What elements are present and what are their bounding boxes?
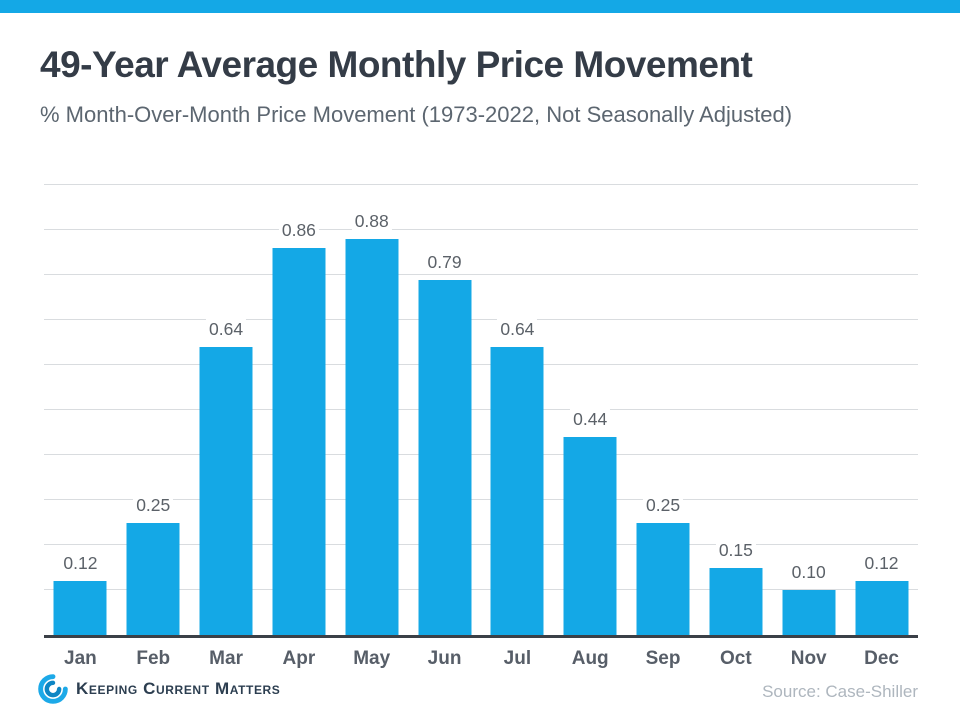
bar-slot: 0.12 — [845, 185, 918, 635]
bar-value-label: 0.88 — [351, 211, 392, 232]
bar-value-label: 0.15 — [715, 539, 756, 561]
x-tick-label: Nov — [790, 648, 827, 669]
gridline — [44, 409, 918, 410]
x-tick-label: Jan — [64, 648, 97, 669]
bar-slot: 0.12 — [44, 185, 117, 635]
bar-dec — [855, 581, 909, 635]
bar-slot: 0.25 — [627, 185, 700, 635]
x-axis-line — [44, 635, 918, 638]
bar-oct — [709, 567, 763, 635]
bar-slot: 0.15 — [699, 185, 772, 635]
bar-aug — [563, 437, 617, 635]
gridline — [44, 589, 918, 590]
bar-slot: 0.79 — [408, 185, 481, 635]
bar-jan — [53, 581, 107, 635]
bars-row: 0.12 0.25 0.64 0.86 0.88 0.79 0.64 0.44 0.25 0.15… — [44, 185, 918, 635]
bar-value-label: 0.86 — [278, 220, 319, 241]
bar-feb — [126, 522, 180, 635]
page-subtitle: % Month-Over-Month Price Movement (1973-… — [40, 102, 793, 127]
bar-value-label: 0.44 — [570, 409, 611, 430]
bar-slot: 0.64 — [190, 185, 263, 635]
page-title: 49-Year Average Monthly Price Movement — [40, 44, 753, 85]
x-tick-label: Feb — [136, 648, 171, 669]
x-tick-label: Aug — [571, 648, 609, 669]
kcm-logo: Keeping Current Matters — [38, 674, 280, 704]
bar-sep — [636, 522, 690, 635]
x-tick-label: Oct — [720, 648, 752, 669]
bar-value-label: 0.12 — [60, 553, 101, 574]
x-tick-label: Mar — [209, 648, 243, 669]
bar-mar — [199, 347, 253, 635]
bar-apr — [272, 248, 326, 635]
bar-slot: 0.64 — [481, 185, 554, 635]
x-axis-labels: Jan Feb Mar Apr May Jun Jul Aug Sep Oct Nov Dec — [44, 648, 918, 670]
bar-slot: 0.88 — [335, 185, 408, 635]
x-tick-label: May — [353, 648, 391, 669]
top-accent-strip — [0, 0, 960, 13]
bar-value-label: 0.12 — [861, 553, 902, 574]
bar-value-label: 0.25 — [133, 494, 174, 516]
bar-slot: 0.44 — [554, 185, 627, 635]
gridline — [44, 544, 918, 545]
gridline — [44, 454, 918, 455]
gridline — [44, 274, 918, 275]
x-tick-label: Jul — [503, 648, 532, 669]
bar-value-label: 0.25 — [643, 494, 684, 516]
kcm-swirl-icon — [38, 674, 68, 704]
bar-nov — [782, 590, 836, 635]
bar-jul — [490, 347, 544, 635]
bar-jun — [418, 279, 472, 635]
bar-slot: 0.10 — [772, 185, 845, 635]
x-tick-label: Jun — [427, 648, 462, 669]
gridline — [44, 229, 918, 230]
chart-plot: 0.12 0.25 0.64 0.86 0.88 0.79 0.64 0.44 0.25 0.15… — [44, 184, 918, 638]
source-credit: Source: Case-Shiller — [762, 682, 918, 701]
gridline — [44, 319, 918, 320]
x-tick-label: Apr — [282, 648, 316, 669]
kcm-logo-text: Keeping Current Matters — [76, 679, 281, 698]
bar-slot: 0.86 — [262, 185, 335, 635]
bar-value-label: 0.79 — [424, 251, 465, 273]
x-tick-label: Dec — [864, 648, 899, 669]
gridline — [44, 184, 918, 185]
gridline — [44, 499, 918, 500]
bar-slot: 0.25 — [117, 185, 190, 635]
bar-value-label: 0.64 — [206, 319, 247, 340]
bar-may — [345, 239, 399, 635]
x-tick-label: Sep — [645, 648, 681, 669]
bar-value-label: 0.10 — [788, 562, 829, 583]
bar-value-label: 0.64 — [497, 319, 538, 340]
gridline — [44, 364, 918, 365]
